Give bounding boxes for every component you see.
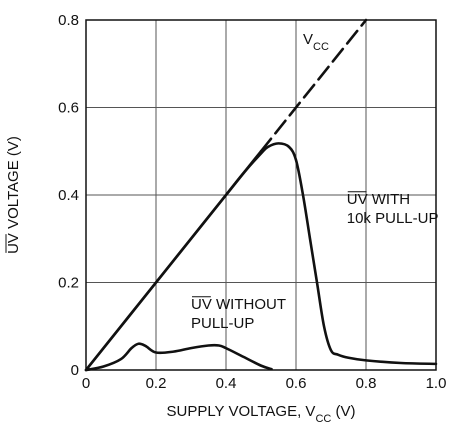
series-uv-with-pull-up	[84, 142, 438, 372]
annotation-with-pull-up: UV WITH 10k PULL-UP	[347, 191, 439, 227]
grid-layer	[86, 20, 436, 370]
series-uv-without-pull-up	[84, 342, 273, 372]
y-tick-label: 0.4	[58, 187, 79, 204]
annotation-vcc: VCC	[303, 31, 329, 53]
x-tick-label: 0	[82, 375, 90, 392]
y-tick-label: 0	[71, 362, 79, 379]
tick-labels: 0 0.2 0.4 0.6 0.8 1.0 0 0.2 0.4 0.6 0.8	[58, 12, 446, 392]
x-tick-label: 1.0	[426, 375, 447, 392]
x-tick-label: 0.2	[146, 375, 167, 392]
y-tick-label: 0.8	[58, 12, 79, 29]
x-tick-label: 0.4	[216, 375, 237, 392]
plot-frame	[85, 19, 437, 371]
y-axis-label-overline: UV	[5, 233, 22, 254]
x-axis-label: SUPPLY VOLTAGE, VCC (V)	[166, 403, 355, 425]
y-axis-label-rest: VOLTAGE (V)	[5, 136, 22, 233]
svg-text:UV WITHOUT: UV WITHOUT	[191, 296, 286, 313]
series-vcc-dashed	[259, 18, 368, 153]
svg-text:PULL-UP: PULL-UP	[191, 315, 254, 332]
svg-text:UV VOLTAGE (V): UV VOLTAGE (V)	[5, 136, 22, 254]
y-tick-label: 0.2	[58, 275, 79, 292]
svg-text:UV WITH: UV WITH	[347, 191, 410, 208]
x-tick-label: 0.6	[286, 375, 307, 392]
svg-text:10k PULL-UP: 10k PULL-UP	[347, 210, 439, 227]
series-layer	[84, 18, 438, 372]
y-axis-label: UV VOLTAGE (V)	[5, 136, 22, 254]
y-tick-label: 0.6	[58, 100, 79, 117]
x-tick-label: 0.8	[356, 375, 377, 392]
annotation-without-pull-up: UV WITHOUT PULL-UP	[191, 296, 286, 332]
